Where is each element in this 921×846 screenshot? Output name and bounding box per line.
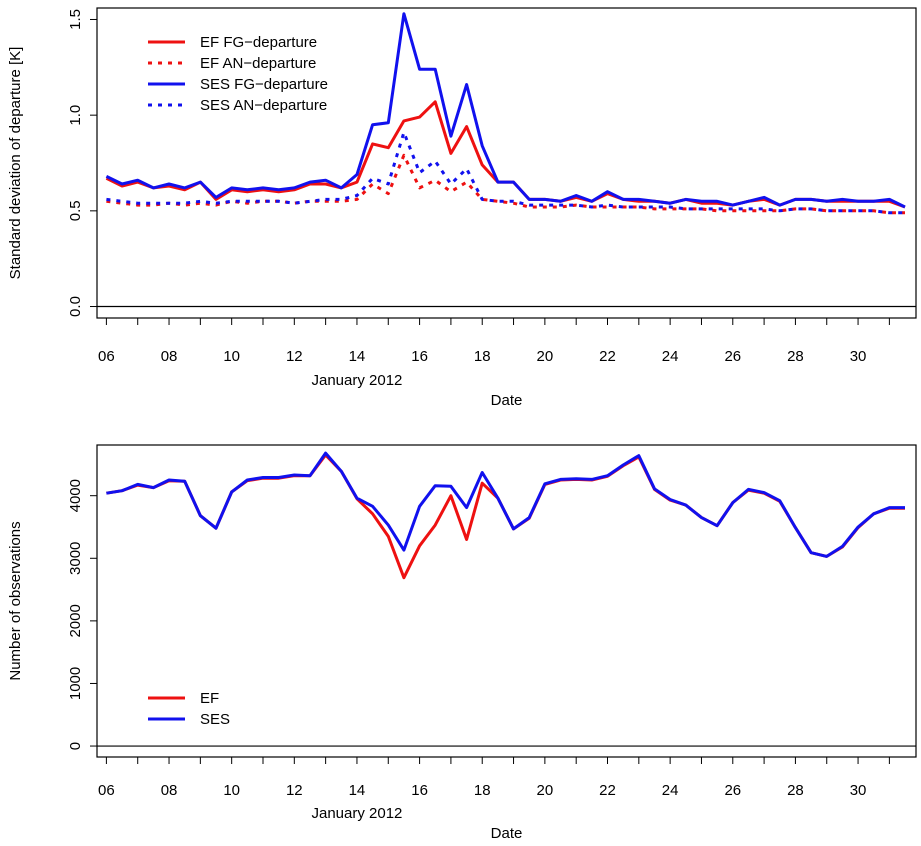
x-tick-label: 22 [599, 782, 616, 799]
x-tick-label: 24 [662, 782, 679, 799]
x-tick-label: 14 [349, 782, 366, 799]
x-tick-label: 30 [850, 348, 867, 365]
x-tick-label: 26 [724, 348, 741, 365]
x-tick-label: 06 [98, 782, 115, 799]
y-tick-label: 1.5 [67, 9, 84, 30]
legend-label-1: EF AN−departure [200, 55, 316, 72]
x-tick-label: 24 [662, 348, 679, 365]
y-axis-title: Number of observations [7, 521, 24, 680]
y-tick-label: 4000 [67, 479, 84, 512]
x-tick-label: 28 [787, 782, 804, 799]
observations-count-panel: 0 1000 2000 3000 4000 06 08 10 12 14 16 18 20 22 24 26 2… [7, 444, 917, 842]
x-tick-label: 18 [474, 782, 491, 799]
x-tick-label: 18 [474, 348, 491, 365]
x-tick-label: 16 [411, 348, 428, 365]
y-tick-label: 0.0 [67, 296, 84, 317]
x-tick-label: 12 [286, 348, 303, 365]
plot-frame [96, 7, 917, 319]
y-tick-label: 2000 [67, 604, 84, 637]
legend-label-2: SES FG−departure [200, 76, 328, 93]
x-axis-title: Date [491, 825, 523, 842]
x-tick-label: 20 [537, 782, 554, 799]
y-tick-label: 1.0 [67, 105, 84, 126]
legend-label-0: EF FG−departure [200, 34, 317, 51]
series-line-3 [106, 130, 905, 215]
legend-label-0: EF [200, 690, 219, 707]
x-month-label: January 2012 [311, 805, 402, 822]
x-tick-label: 10 [223, 782, 240, 799]
x-tick-label: 08 [161, 348, 178, 365]
series-line-1 [106, 451, 905, 558]
x-tick-label: 08 [161, 782, 178, 799]
x-tick-label: 16 [411, 782, 428, 799]
y-tick-label: 0.5 [67, 200, 84, 221]
series-line-2 [105, 12, 906, 209]
plot-frame [96, 444, 917, 758]
std-dev-departure-panel: 0.0 0.5 1.0 1.5 06 08 10 12 14 16 18 20 22 24 26 28 30 Ja… [7, 7, 917, 409]
y-tick-label: 0 [67, 742, 84, 750]
legend-label-3: SES AN−departure [200, 97, 327, 114]
x-tick-label: 06 [98, 348, 115, 365]
y-tick-label: 1000 [67, 667, 84, 700]
x-axis-title: Date [491, 392, 523, 409]
x-month-label: January 2012 [311, 372, 402, 389]
x-tick-label: 12 [286, 782, 303, 799]
x-tick-label: 30 [850, 782, 867, 799]
series-line-1 [106, 153, 905, 215]
x-tick-label: 20 [537, 348, 554, 365]
x-tick-label: 26 [724, 782, 741, 799]
x-tick-label: 28 [787, 348, 804, 365]
x-tick-label: 14 [349, 348, 366, 365]
x-tick-label: 10 [223, 348, 240, 365]
y-tick-label: 3000 [67, 542, 84, 575]
x-tick-label: 22 [599, 348, 616, 365]
legend-label-1: SES [200, 711, 230, 728]
y-axis-title: Standard deviation of departure [K] [7, 47, 24, 280]
